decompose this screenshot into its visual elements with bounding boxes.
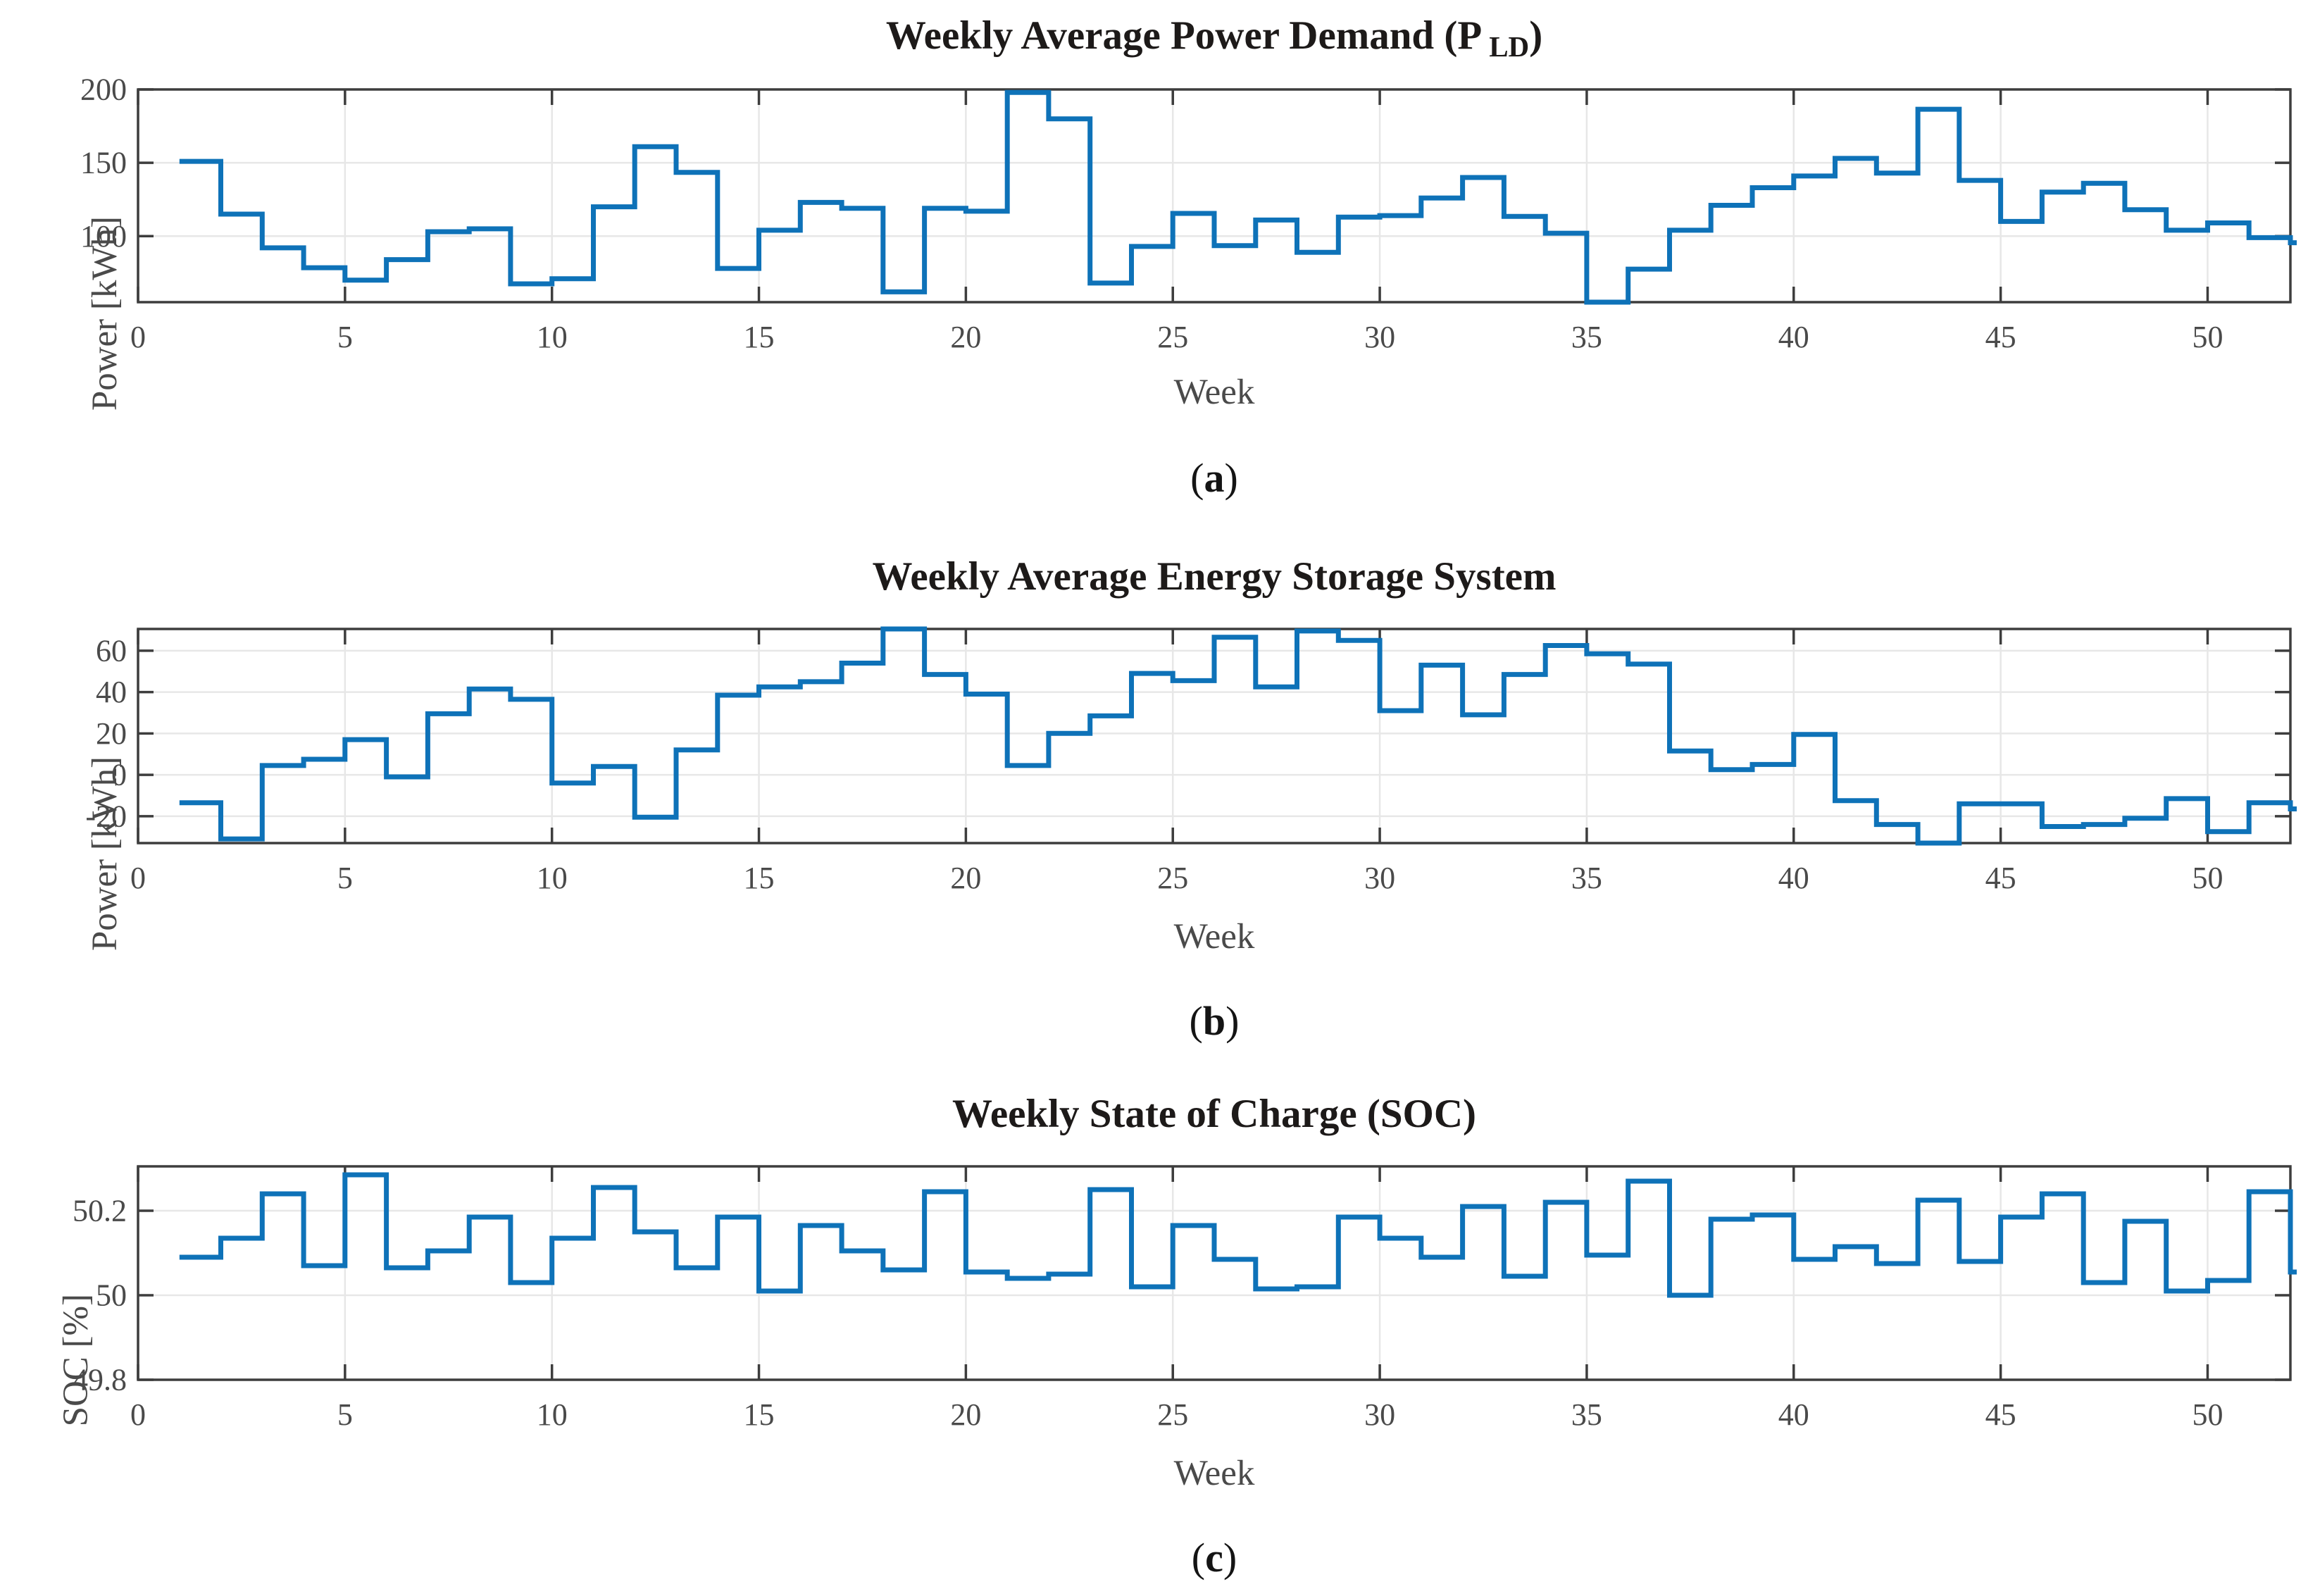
y-tick-label: 0 (111, 758, 127, 792)
panel-a-title: Weekly Average Power Demand (P LD) (138, 13, 2290, 63)
plot-border (137, 1165, 2292, 1381)
panel-c-title-main: Weekly State of Charge (SOC) (952, 1092, 1477, 1136)
panel-b-title: Weekly Average Energy Storage System (138, 554, 2290, 604)
panel-a-xlabel: Week (1173, 373, 1255, 412)
x-tick-label: 50 (2192, 861, 2223, 895)
x-tick-label: 10 (537, 320, 568, 354)
panel-c-xlabel: Week (1173, 1454, 1255, 1493)
y-tick-label: 20 (96, 716, 127, 751)
x-tick-label: 20 (950, 861, 981, 895)
panel-a-title-main: Weekly Average Power Demand (P (885, 13, 1483, 58)
panel-b-label: (b) (1189, 998, 1240, 1044)
y-tick-label: 50.2 (73, 1194, 127, 1228)
y-tick-label: 150 (80, 146, 127, 180)
x-tick-label: 30 (1364, 861, 1395, 895)
panel-b-xlabel: Week (1173, 917, 1255, 956)
y-tick-label: 60 (96, 633, 127, 668)
chart-panel-a: 100 150 200 0 5 10 15 20 25 30 35 40 45 50 (80, 73, 2297, 354)
panel-a-title-suffix: ) (1529, 13, 1543, 58)
stairs-series-c (179, 1172, 2297, 1298)
x-tick-label: 20 (950, 320, 981, 354)
x-tick-label: 45 (1985, 320, 2016, 354)
x-tick-label: 0 (130, 861, 146, 895)
x-tick-label: 45 (1985, 861, 2016, 895)
y-tick-label: 50 (96, 1278, 127, 1313)
x-tick-label: 0 (130, 320, 146, 354)
x-tick-label: 35 (1571, 1397, 1602, 1432)
x-tick-label: 50 (2192, 320, 2223, 354)
x-tick-label: 20 (950, 1397, 981, 1432)
x-tick-label: 50 (2192, 1397, 2223, 1432)
x-tick-label: 5 (337, 320, 353, 354)
y-tick-label: 40 (96, 675, 127, 709)
stairs-series-a (179, 89, 2297, 305)
panel-a-title-subscript: LD (1489, 30, 1530, 63)
y-tick-label: 49.8 (73, 1363, 127, 1397)
x-tick-label: 15 (744, 320, 775, 354)
x-tick-label: 35 (1571, 861, 1602, 895)
stairs-series-b (179, 626, 2297, 846)
x-tick-label: 45 (1985, 1397, 2016, 1432)
x-tick-label: 25 (1157, 320, 1188, 354)
y-tick-label: 100 (80, 219, 127, 254)
plot-border (137, 628, 2292, 844)
y-tick-label: 200 (80, 73, 127, 107)
x-tick-label: 10 (537, 1397, 568, 1432)
x-tick-label: 40 (1778, 861, 1809, 895)
chart-panel-c: 49.8 50 50.2 0 5 10 15 20 25 30 35 40 45 50 (73, 1165, 2297, 1432)
x-tick-label: 25 (1157, 861, 1188, 895)
x-tick-label: 30 (1364, 320, 1395, 354)
y-tick-label: -20 (85, 799, 127, 833)
x-tick-label: 25 (1157, 1397, 1188, 1432)
x-tick-label: 30 (1364, 1397, 1395, 1432)
x-tick-label: 5 (337, 861, 353, 895)
x-tick-label: 10 (537, 861, 568, 895)
panel-a-label: (a) (1190, 455, 1238, 501)
x-tick-label: 40 (1778, 1397, 1809, 1432)
panel-c-label: (c) (1191, 1535, 1237, 1581)
x-tick-label: 5 (337, 1397, 353, 1432)
plot-border (137, 88, 2292, 304)
panel-c-title: Weekly State of Charge (SOC) (138, 1091, 2290, 1142)
x-tick-label: 15 (744, 1397, 775, 1432)
panel-b-title-main: Weekly Average Energy Storage System (872, 554, 1557, 599)
x-tick-label: 35 (1571, 320, 1602, 354)
x-tick-label: 0 (130, 1397, 146, 1432)
x-tick-label: 15 (744, 861, 775, 895)
x-tick-label: 40 (1778, 320, 1809, 354)
